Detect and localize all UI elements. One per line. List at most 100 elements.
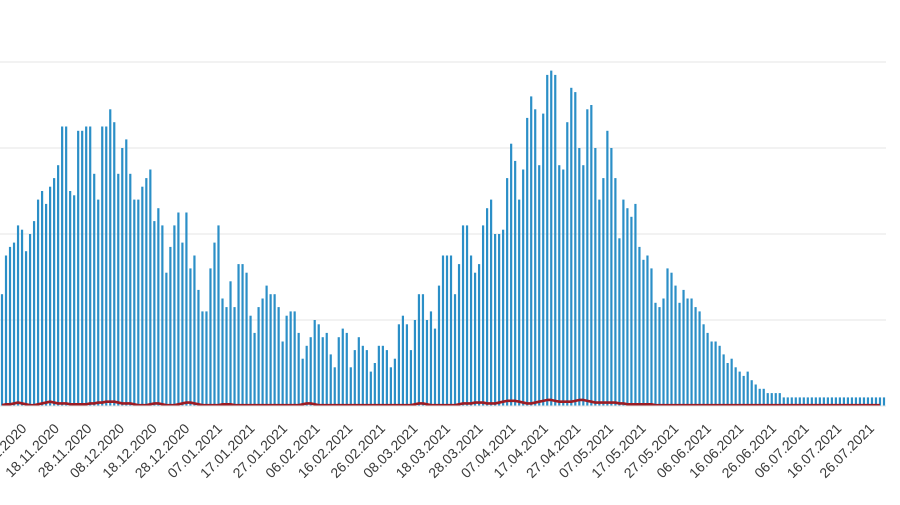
- bar: [882, 397, 886, 406]
- bar: [49, 186, 52, 406]
- bar: [554, 74, 557, 407]
- bar: [866, 397, 870, 406]
- bar: [105, 126, 108, 406]
- bar: [209, 268, 212, 406]
- bar: [313, 320, 316, 406]
- bar: [445, 255, 449, 406]
- bar: [101, 126, 104, 406]
- bar: [510, 143, 513, 406]
- bar: [778, 393, 781, 406]
- bar: [858, 397, 862, 406]
- bar: [381, 345, 384, 406]
- bar: [830, 397, 833, 406]
- bar: [337, 337, 340, 406]
- bar: [654, 302, 657, 406]
- bar: [353, 350, 356, 406]
- bar: [361, 345, 364, 406]
- bar: [622, 199, 625, 406]
- bar: [261, 298, 264, 406]
- bar: [578, 148, 581, 406]
- bar: [598, 199, 601, 406]
- bar: [606, 130, 609, 407]
- bar: [758, 388, 761, 406]
- bar: [45, 203, 48, 406]
- bar: [405, 324, 409, 406]
- bar: [229, 281, 232, 406]
- bar: [393, 358, 396, 406]
- bar: [570, 87, 573, 407]
- bar: [842, 397, 845, 406]
- bar: [694, 307, 697, 406]
- bar: [93, 173, 96, 406]
- bar: [706, 332, 709, 406]
- bar: [129, 173, 132, 406]
- bar: [710, 341, 713, 406]
- bar: [257, 307, 260, 406]
- bar: [494, 234, 497, 406]
- bar: [281, 341, 284, 406]
- bar: [173, 225, 176, 406]
- bar: [461, 225, 465, 406]
- bar: [634, 203, 637, 406]
- bar: [766, 393, 769, 406]
- bar: [325, 332, 328, 406]
- bar: [345, 332, 348, 406]
- bar: [193, 255, 196, 406]
- bar: [201, 311, 204, 406]
- bar: [518, 199, 521, 406]
- bar: [245, 272, 248, 406]
- bar: [582, 165, 585, 406]
- bar: [77, 130, 80, 407]
- bar: [289, 311, 292, 406]
- bar: [550, 70, 553, 406]
- bar: [85, 126, 88, 406]
- bar: [89, 126, 92, 406]
- bar: [141, 186, 144, 406]
- bar: [457, 264, 461, 406]
- bar: [365, 350, 368, 406]
- bar: [4, 255, 8, 406]
- bar: [217, 225, 220, 406]
- bar: [566, 122, 569, 406]
- bar: [662, 298, 665, 406]
- bar: [157, 208, 160, 406]
- bar: [686, 298, 689, 406]
- bar: [117, 173, 120, 406]
- bar: [558, 165, 561, 406]
- bar: [538, 165, 541, 406]
- bar: [770, 393, 773, 406]
- bar: [32, 221, 36, 406]
- bar: [826, 397, 829, 406]
- bar: [233, 307, 236, 406]
- bar: [794, 397, 797, 406]
- bar: [486, 208, 489, 406]
- bar: [473, 272, 477, 406]
- bar: [413, 320, 417, 406]
- bar: [189, 268, 192, 406]
- bar: [730, 358, 733, 406]
- bar: [782, 397, 785, 406]
- bar: [397, 324, 400, 406]
- bar: [574, 92, 577, 406]
- bar: [674, 285, 677, 406]
- bar: [293, 311, 296, 406]
- bar: [670, 272, 673, 406]
- bar: [526, 117, 529, 407]
- bar: [321, 337, 324, 406]
- bar: [269, 294, 272, 406]
- bar: [165, 272, 168, 406]
- bar: [638, 246, 641, 406]
- bar: [754, 384, 757, 406]
- bar: [73, 195, 76, 406]
- bar: [490, 199, 493, 406]
- bar: [441, 255, 445, 406]
- bar: [153, 221, 156, 406]
- bar: [642, 259, 645, 406]
- bar: [718, 345, 721, 406]
- bar: [53, 178, 56, 406]
- bar: [65, 126, 68, 406]
- bar: [241, 264, 244, 406]
- bar: [658, 307, 661, 406]
- bar: [305, 345, 308, 406]
- bar: [249, 315, 252, 406]
